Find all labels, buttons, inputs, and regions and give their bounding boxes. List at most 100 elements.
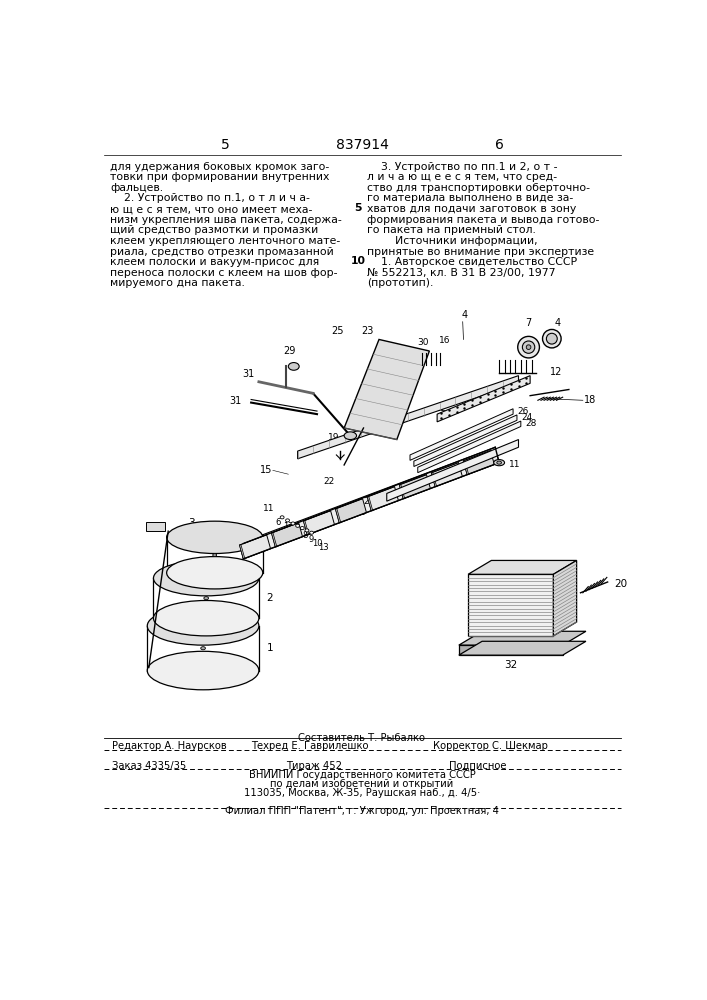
Text: 28: 28 [525,419,537,428]
Text: 11: 11 [263,504,275,513]
Polygon shape [399,485,405,499]
Text: Корректор С. Шекмар: Корректор С. Шекмар [433,741,548,751]
Polygon shape [368,497,373,511]
Text: Заказ 4335/35: Заказ 4335/35 [112,761,186,771]
Text: принятые во внимание при экспертизе: принятые во внимание при экспертизе [368,247,595,257]
Polygon shape [298,376,518,459]
Text: 10: 10 [351,256,366,266]
Text: для удержания боковых кромок заго-: для удержания боковых кромок заго- [110,162,329,172]
Polygon shape [146,522,165,531]
Text: 5: 5 [295,527,300,536]
Text: № 552213, кл. В 31 В 23/00, 1977: № 552213, кл. В 31 В 23/00, 1977 [368,268,556,278]
Polygon shape [414,415,517,466]
Polygon shape [303,521,309,535]
Text: 23: 23 [361,326,373,336]
Polygon shape [468,560,577,574]
Ellipse shape [542,329,561,348]
Polygon shape [271,523,303,547]
Polygon shape [410,409,513,460]
Text: 4: 4 [461,310,467,320]
Text: 12: 12 [549,367,562,377]
Text: ю щ е с я тем, что оно имеет меха-: ю щ е с я тем, что оно имеет меха- [110,204,312,214]
Polygon shape [399,475,431,499]
Ellipse shape [310,531,313,534]
Text: 29: 29 [284,346,296,356]
Polygon shape [344,339,429,440]
Text: Составитель Т. Рыбалко: Составитель Т. Рыбалко [298,733,426,743]
Polygon shape [240,545,245,559]
Text: по делам изобретений и открытий: по делам изобретений и открытий [270,779,454,789]
Text: низм укрепления шва пакета, содержа-: низм укрепления шва пакета, содержа- [110,215,341,225]
Text: ВНИИПИ Государственного комитета СССР: ВНИИПИ Государственного комитета СССР [249,770,475,780]
Ellipse shape [300,527,304,530]
Ellipse shape [201,647,206,650]
Text: 3: 3 [188,518,194,528]
Text: 6: 6 [495,138,503,152]
Ellipse shape [280,516,284,519]
Text: (прототип).: (прототип). [368,278,434,288]
Text: л и ч а ю щ е е с я тем, что сред-: л и ч а ю щ е е с я тем, что сред- [368,172,558,182]
Polygon shape [468,574,554,636]
Text: 25: 25 [332,326,344,336]
Text: клеем укрепляющего ленточного мате-: клеем укрепляющего ленточного мате- [110,236,340,246]
Text: го материала выполнено в виде за-: го материала выполнено в виде за- [368,193,573,203]
Ellipse shape [493,460,505,466]
Text: 6: 6 [276,518,281,527]
Text: 31: 31 [243,369,255,379]
Ellipse shape [296,524,300,527]
Ellipse shape [167,557,263,589]
Text: Техред Е. Гаврилешко: Техред Е. Гаврилешко [251,741,368,751]
Text: 21: 21 [354,508,366,517]
Text: Редактор А. Наурсков: Редактор А. Наурсков [112,741,226,751]
Text: 13: 13 [318,543,329,552]
Polygon shape [459,631,586,645]
Text: 5: 5 [354,203,362,213]
Text: 26: 26 [518,407,529,416]
Ellipse shape [147,607,259,645]
Polygon shape [463,451,494,475]
Ellipse shape [526,345,531,349]
Text: 22: 22 [436,404,447,413]
Polygon shape [459,645,563,655]
Text: 24: 24 [522,413,533,422]
Polygon shape [303,511,334,535]
Text: 9: 9 [309,535,314,544]
Text: 14: 14 [308,520,318,529]
Polygon shape [335,499,366,523]
Polygon shape [240,535,271,559]
Text: 17: 17 [283,522,293,531]
Ellipse shape [291,522,295,525]
Text: фальцев.: фальцев. [110,183,163,193]
Text: Подписное: Подписное [449,761,506,771]
Text: 2. Устройство по п.1, о т л и ч а-: 2. Устройство по п.1, о т л и ч а- [110,193,310,203]
Text: щий средство размотки и промазки: щий средство размотки и промазки [110,225,318,235]
Text: 2: 2 [267,593,273,603]
Polygon shape [271,533,277,547]
Text: 1. Авторское свидетельство СССР: 1. Авторское свидетельство СССР [368,257,578,267]
Text: товки при формировании внутренних: товки при формировании внутренних [110,172,329,182]
Polygon shape [240,447,499,559]
Text: 11: 11 [509,460,520,469]
Ellipse shape [497,461,501,464]
Polygon shape [554,560,577,636]
Text: го пакета на приемный стол.: го пакета на приемный стол. [368,225,536,235]
Text: 1: 1 [267,643,273,653]
Text: 7: 7 [525,318,532,328]
Polygon shape [459,641,586,655]
Text: мируемого дна пакета.: мируемого дна пакета. [110,278,245,288]
Ellipse shape [518,336,539,358]
Text: Филиал ППП "Патент", г. Ужгород, ул. Проектная, 4: Филиал ППП "Патент", г. Ужгород, ул. Про… [225,806,499,816]
Polygon shape [437,376,530,422]
Text: 113035, Москва, Ж-35, Раушская наб., д. 4/5·: 113035, Москва, Ж-35, Раушская наб., д. … [244,788,480,798]
Text: риала, средство отрезки промазанной: риала, средство отрезки промазанной [110,247,334,257]
Text: 32: 32 [504,660,518,670]
Text: 5: 5 [221,138,230,152]
Ellipse shape [153,600,259,636]
Text: формирования пакета и вывода готово-: формирования пакета и вывода готово- [368,215,600,225]
Ellipse shape [522,341,534,353]
Text: 18: 18 [585,395,597,405]
Ellipse shape [344,432,356,440]
Polygon shape [431,473,437,487]
Text: 16: 16 [439,336,450,345]
Polygon shape [463,461,469,475]
